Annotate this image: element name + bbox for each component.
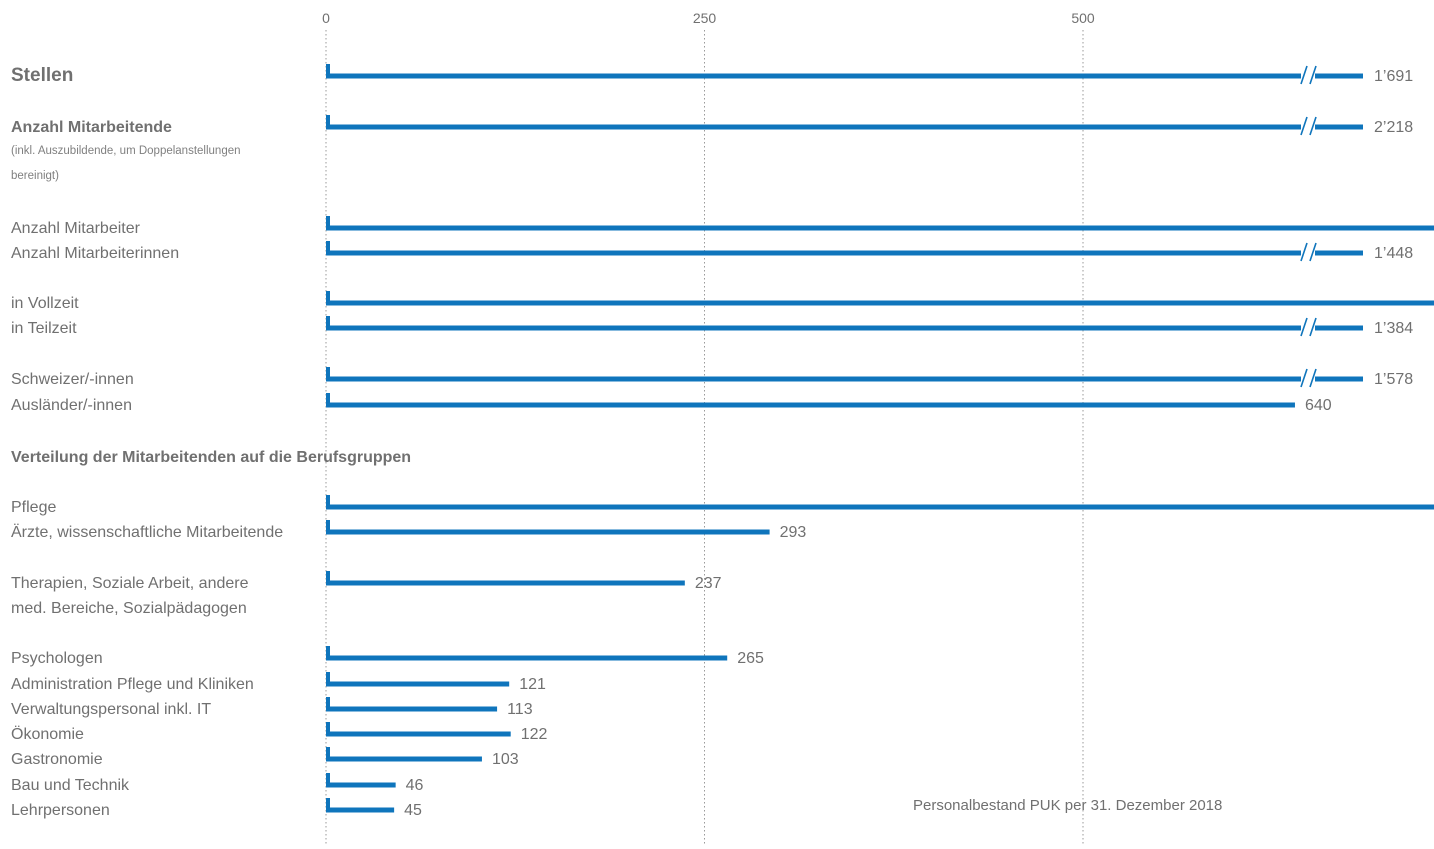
row-label: Gastronomie: [11, 751, 103, 768]
data-label: 46: [406, 777, 424, 794]
bar: [326, 756, 482, 762]
bar-start-tick: [326, 722, 330, 735]
bar-start-tick: [326, 495, 330, 508]
bar-start-tick: [326, 393, 330, 406]
x-tick-label: 500: [1071, 10, 1095, 26]
source-note: Personalbestand PUK per 31. Dezember 201…: [913, 797, 1222, 814]
data-label: 122: [521, 726, 548, 743]
data-label: 45: [404, 802, 422, 819]
row-label: Ärzte, wissenschaftliche Mitarbeitende: [11, 523, 283, 541]
row-label: Schweizer/-innen: [11, 371, 134, 388]
bar-start-tick: [326, 697, 330, 710]
data-label: 640: [1305, 397, 1332, 414]
bar: [326, 706, 498, 712]
bar-start-tick: [326, 64, 330, 77]
data-label: 113: [507, 701, 533, 718]
row-label: Therapien, Soziale Arbeit, andere: [11, 575, 249, 592]
row-note: bereinigt): [11, 170, 59, 182]
bar: [326, 655, 728, 661]
bar-start-tick: [326, 571, 330, 584]
bar: [326, 807, 395, 813]
data-label: 2’218: [1374, 119, 1413, 136]
bar: [326, 402, 1295, 408]
x-tick-label: 250: [693, 10, 717, 26]
axis-break-mark: [1309, 317, 1317, 337]
row-label-line2: med. Bereiche, Sozialpädagogen: [11, 600, 247, 617]
data-label: 1’384: [1374, 320, 1413, 337]
bar-start-tick: [326, 291, 330, 304]
axis-break-mark: [1309, 368, 1317, 388]
bar: [326, 782, 396, 788]
data-label: 293: [780, 524, 807, 541]
bar-start-tick: [326, 316, 330, 329]
row-label: Stellen: [11, 65, 73, 86]
bar: [326, 73, 1363, 79]
bar: [326, 300, 1434, 306]
bar: [326, 124, 1363, 130]
axis-break-mark: [1309, 65, 1317, 85]
row-label: Anzahl Mitarbeiterinnen: [11, 245, 179, 262]
bar: [326, 529, 770, 535]
row-label: Psychologen: [11, 650, 103, 667]
bar-start-tick: [326, 241, 330, 254]
row-label: Verwaltungspersonal inkl. IT: [11, 701, 211, 718]
bar: [326, 325, 1363, 331]
data-label: 265: [737, 650, 764, 667]
bar-start-tick: [326, 672, 330, 685]
data-label: 1’448: [1374, 245, 1413, 262]
axis-break-mark: [1300, 65, 1308, 85]
bar-start-tick: [326, 747, 330, 760]
row-label: Ökonomie: [11, 725, 84, 743]
row-label: in Vollzeit: [11, 295, 79, 312]
bar-start-tick: [326, 115, 330, 128]
bar-start-tick: [326, 367, 330, 380]
bar-start-tick: [326, 216, 330, 229]
axis-break-mark: [1309, 242, 1317, 262]
data-label: 121: [519, 676, 546, 693]
axis-break-mark: [1300, 317, 1308, 337]
data-label: 1’578: [1374, 371, 1413, 388]
bar: [326, 681, 510, 687]
bar: [326, 225, 1434, 231]
bar: [326, 250, 1363, 256]
bar: [326, 731, 511, 737]
data-label: 103: [492, 751, 519, 768]
axis-break-mark: [1300, 368, 1308, 388]
bar: [326, 376, 1363, 382]
bar-start-tick: [326, 520, 330, 533]
axis-break-mark: [1309, 116, 1317, 136]
bar: [326, 580, 685, 586]
row-note: (inkl. Auszubildende, um Doppelanstellun…: [11, 145, 241, 157]
row-label: Administration Pflege und Kliniken: [11, 676, 254, 693]
axis-break-mark: [1300, 116, 1308, 136]
bar-start-tick: [326, 646, 330, 659]
row-label: Ausländer/-innen: [11, 397, 132, 414]
axis-break-mark: [1300, 242, 1308, 262]
row-label: Anzahl Mitarbeiter: [11, 220, 141, 237]
row-label: Lehrpersonen: [11, 802, 110, 819]
data-label: 1’691: [1374, 68, 1413, 85]
bar: [326, 504, 1434, 510]
bar-start-tick: [326, 773, 330, 786]
row-label: Bau und Technik: [11, 777, 130, 794]
x-tick-label: 0: [322, 10, 330, 26]
section-heading: Verteilung der Mitarbeitenden auf die Be…: [11, 449, 411, 466]
bar-start-tick: [326, 798, 330, 811]
row-label: in Teilzeit: [11, 320, 77, 337]
data-label: 237: [695, 575, 722, 592]
row-label: Anzahl Mitarbeitende: [11, 119, 172, 136]
row-label: Pflege: [11, 499, 56, 516]
